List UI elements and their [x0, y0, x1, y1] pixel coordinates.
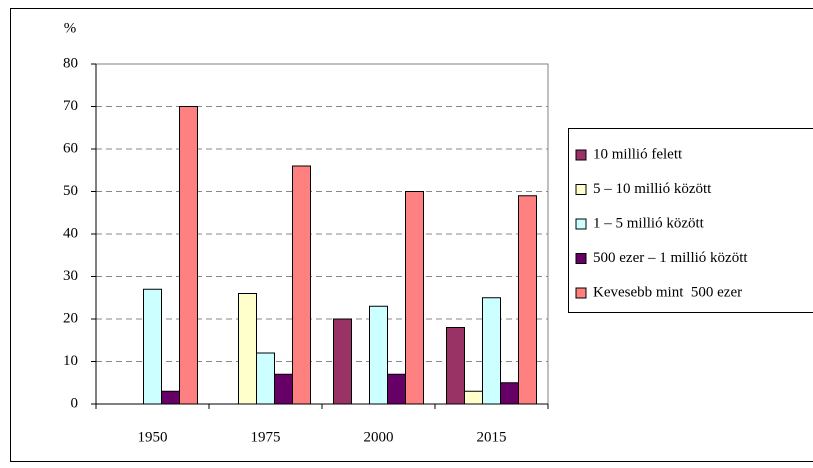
- legend-swatch: [575, 184, 587, 195]
- bar: [274, 373, 293, 405]
- legend-swatch: [575, 287, 587, 299]
- bar: [518, 195, 537, 405]
- bar: [179, 106, 198, 405]
- bar: [500, 382, 519, 405]
- y-tick-label: 80: [63, 55, 78, 71]
- bar: [446, 327, 465, 405]
- y-axis-label: %: [64, 20, 77, 36]
- legend-label: 10 millió felett: [593, 146, 683, 162]
- y-tick-label: 30: [63, 268, 78, 284]
- legend-label: Kevesebb mint 500 ezer: [593, 284, 742, 300]
- y-tick-label: 60: [63, 140, 78, 156]
- bar: [143, 288, 162, 405]
- legend-swatch: [575, 149, 587, 161]
- x-tick-label: 1975: [251, 429, 281, 445]
- bar: [292, 165, 311, 405]
- legend-swatch: [575, 253, 587, 264]
- y-tick-label: 50: [63, 183, 78, 199]
- x-tick-label: 1950: [138, 429, 168, 445]
- y-tick-label: 20: [63, 310, 78, 326]
- bar: [369, 305, 388, 405]
- x-tick-label: 2000: [364, 429, 394, 445]
- legend-box: [568, 128, 813, 313]
- bar: [333, 318, 352, 405]
- legend-label: 5 – 10 millió között: [593, 181, 712, 197]
- legend-label: 1 – 5 millió között: [593, 215, 705, 231]
- bar: [256, 352, 275, 405]
- y-tick-label: 0: [71, 395, 79, 411]
- y-tick-label: 70: [63, 98, 78, 114]
- bar: [238, 293, 257, 405]
- y-tick-label: 40: [63, 225, 78, 241]
- bar: [405, 191, 424, 405]
- x-tick-label: 2015: [477, 429, 507, 445]
- bar: [161, 390, 180, 405]
- legend-label: 500 ezer – 1 millió között: [593, 250, 748, 266]
- bar: [387, 373, 406, 405]
- bar: [482, 297, 501, 405]
- legend-swatch: [575, 218, 587, 230]
- y-tick-label: 10: [63, 353, 78, 369]
- bar: [464, 390, 483, 405]
